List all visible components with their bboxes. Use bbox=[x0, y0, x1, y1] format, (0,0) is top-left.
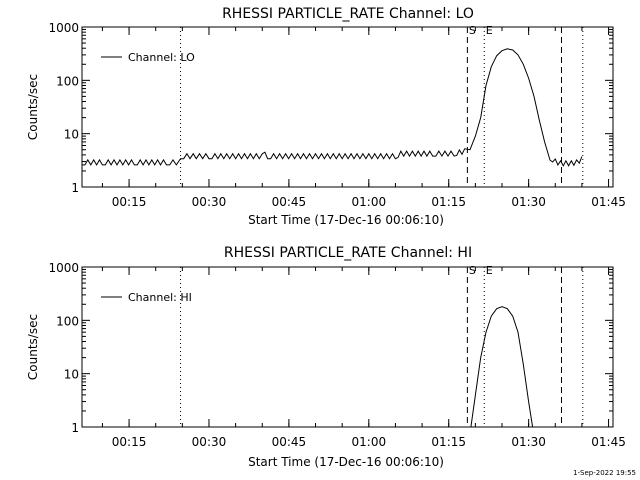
plot-frame bbox=[81, 266, 614, 428]
legend-label: Channel: LO bbox=[128, 51, 195, 64]
x-tick-label: 01:45 bbox=[591, 195, 626, 209]
plot-area: 00:15 00:30 00:45 01:00 01:15 01:30 01:45 1 10 10… bbox=[48, 21, 625, 209]
plot-area: 00:15 00:30 00:45 01:00 01:15 01:30 01:45 1 10 10… bbox=[48, 261, 625, 449]
event-marker-label: E bbox=[486, 264, 493, 277]
x-tick-label: 00:45 bbox=[272, 435, 307, 449]
x-axis-label: Start Time (17-Dec-16 00:06:10) bbox=[248, 213, 444, 227]
x-tick-label: 01:00 bbox=[352, 195, 387, 209]
x-tick-label: 01:15 bbox=[431, 195, 466, 209]
x-tick-label: 01:30 bbox=[511, 435, 546, 449]
footer-timestamp: 1-Sep-2022 19:55 bbox=[573, 469, 636, 477]
y-tick-label: 10 bbox=[64, 128, 79, 142]
panel-title: RHESSI PARTICLE_RATE Channel: LO bbox=[222, 6, 474, 22]
y-tick-label: 1000 bbox=[48, 21, 79, 35]
legend-label: Channel: HI bbox=[128, 291, 192, 304]
y-tick-label: 1 bbox=[71, 181, 79, 195]
x-tick-label: 00:45 bbox=[272, 195, 307, 209]
x-tick-label: 01:30 bbox=[511, 195, 546, 209]
event-marker-label: E bbox=[486, 24, 493, 37]
plot-frame bbox=[81, 26, 614, 188]
lo-channel-panel: RHESSI PARTICLE_RATE Channel: LO Counts/… bbox=[26, 6, 626, 227]
event-marker-label: S bbox=[469, 24, 476, 37]
x-tick-label: 00:15 bbox=[112, 435, 147, 449]
x-tick-label: 00:15 bbox=[112, 195, 147, 209]
series-line bbox=[82, 48, 583, 167]
panel-title: RHESSI PARTICLE_RATE Channel: HI bbox=[224, 245, 472, 261]
y-axis-label: Counts/sec bbox=[26, 74, 40, 140]
y-axis-label: Counts/sec bbox=[26, 314, 40, 380]
event-marker-label: S bbox=[469, 264, 476, 277]
y-tick-label: 10 bbox=[64, 368, 79, 382]
y-tick-label: 1 bbox=[71, 421, 79, 435]
y-tick-label: 1000 bbox=[48, 261, 79, 275]
x-tick-label: 00:30 bbox=[192, 195, 227, 209]
x-tick-label: 01:00 bbox=[352, 435, 387, 449]
y-tick-label: 100 bbox=[56, 74, 79, 88]
x-tick-label: 01:45 bbox=[591, 435, 626, 449]
x-tick-label: 01:15 bbox=[431, 435, 466, 449]
x-axis-label: Start Time (17-Dec-16 00:06:10) bbox=[248, 455, 444, 469]
series-line bbox=[470, 306, 534, 428]
y-tick-label: 100 bbox=[56, 314, 79, 328]
hi-channel-panel: RHESSI PARTICLE_RATE Channel: HI Counts/… bbox=[26, 245, 626, 469]
x-tick-label: 00:30 bbox=[192, 435, 227, 449]
